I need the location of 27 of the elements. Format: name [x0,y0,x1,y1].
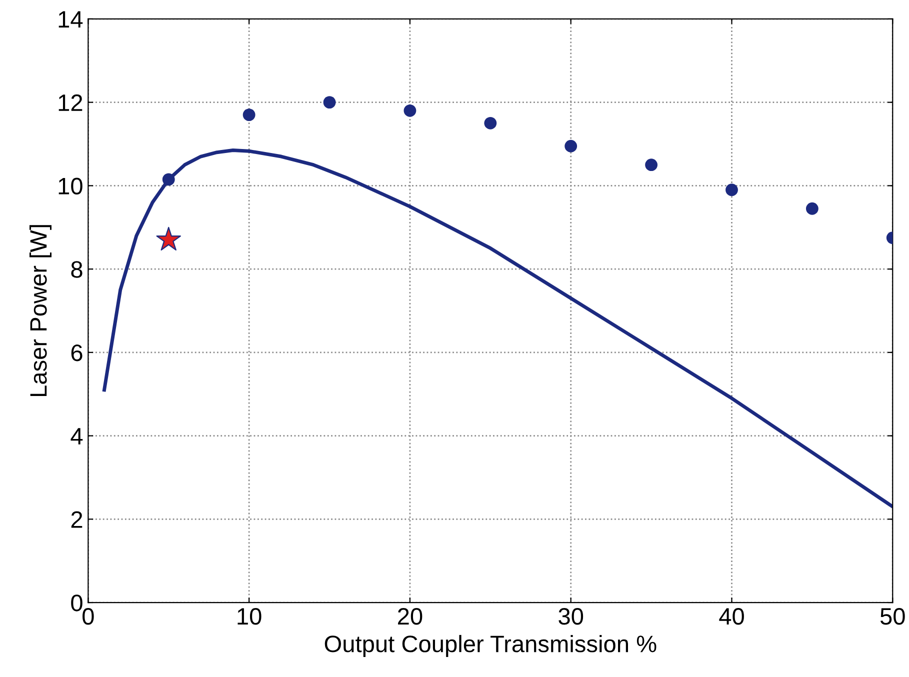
point [726,184,738,196]
point [404,104,416,117]
y-tick-label: 6 [71,344,82,362]
x-tick-label: 40 [719,608,744,625]
point [484,116,497,130]
y-tick-label: 12 [58,94,82,111]
x-tick-label: 20 [398,608,422,625]
y-tick-label: 4 [70,428,83,444]
x-tick-label: 0 [82,608,94,625]
point [242,108,256,122]
x-tick-label: 10 [238,608,262,625]
point [564,140,578,152]
point [323,96,336,109]
point [156,226,181,250]
point [162,173,175,186]
y-axis-title: Laser Power [W] [29,225,52,396]
x-axis-title: Output Coupler Transmission % [324,634,656,657]
y-tick-label: 14 [58,11,83,28]
x-tick-label: 50 [880,608,905,625]
point [806,202,818,215]
y-tick-label: 2 [71,511,82,528]
y-tick-label: 10 [58,178,82,194]
y-tick-label: 0 [71,594,82,612]
line-series [102,148,893,508]
point [645,158,658,172]
x-tick-label: 30 [558,608,584,625]
y-tick-label: 8 [71,261,82,278]
